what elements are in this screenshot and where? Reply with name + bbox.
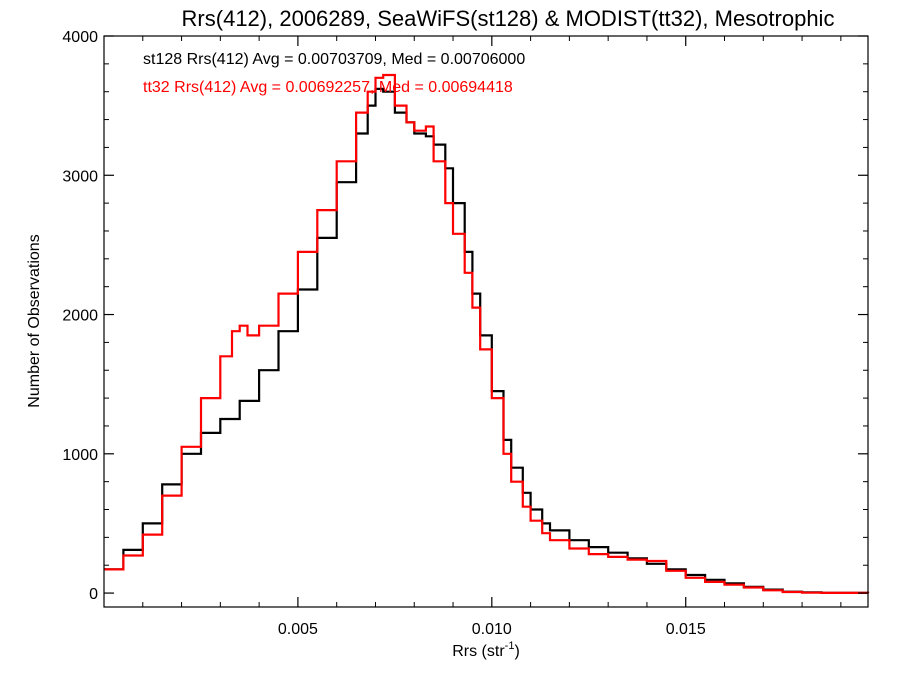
axis-ticks: 0.005 0.010 0.015 0 1000 2000 3000 4000 — [62, 29, 868, 638]
y-tick-label: 3000 — [62, 168, 98, 185]
x-axis-label: Rrs (str-1) — [452, 640, 520, 660]
y-axis-label: Number of Observations — [26, 234, 43, 407]
y-tick-label: 1000 — [62, 447, 98, 464]
x-tick-label: 0.005 — [278, 621, 318, 638]
annotation-st128: st128 Rrs(412) Avg = 0.00703709, Med = 0… — [143, 51, 525, 68]
x-axis-label-main: Rrs (str — [452, 643, 505, 660]
x-tick-label: 0.010 — [472, 621, 512, 638]
series-layer — [104, 73, 870, 594]
plot-frame — [103, 35, 869, 608]
y-tick-label: 4000 — [62, 29, 98, 46]
x-axis-label-close: ) — [514, 643, 519, 660]
y-tick-label: 2000 — [62, 308, 98, 325]
x-axis-label-sup: -1 — [505, 640, 515, 652]
x-tick-label: 0.015 — [666, 621, 706, 638]
chart-title: Rrs(412), 2006289, SeaWiFS(st128) & MODI… — [182, 6, 835, 31]
y-tick-label: 0 — [89, 586, 98, 603]
annotation-tt32: tt32 Rrs(412) Avg = 0.00692257, Med = 0.… — [143, 79, 513, 96]
series-line-tt32 — [104, 73, 870, 594]
